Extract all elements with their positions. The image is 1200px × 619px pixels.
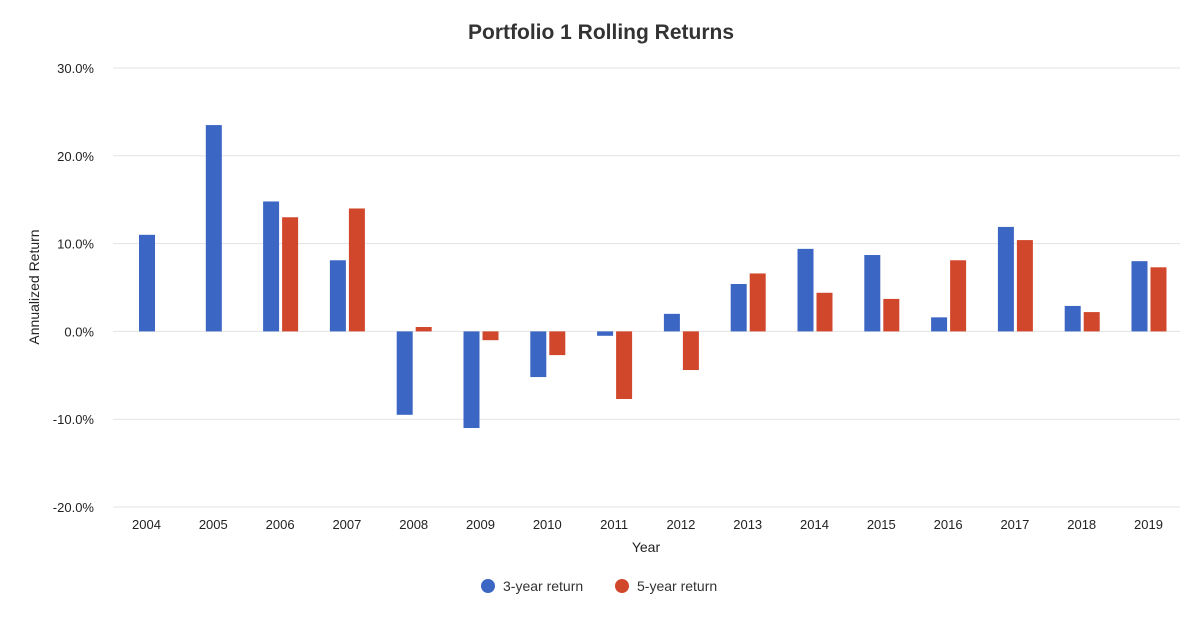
bar-3yr-2015 <box>864 255 881 332</box>
bar-3yr-2004 <box>139 234 155 332</box>
x-tick-label: 2019 <box>1134 517 1163 532</box>
bar-5yr-2019 <box>1150 267 1167 332</box>
legend-label: 5-year return <box>637 578 717 594</box>
chart-title: Portfolio 1 Rolling Returns <box>468 21 734 44</box>
legend-swatch-icon <box>481 579 495 593</box>
bar-5yr-2006 <box>282 217 299 332</box>
x-tick-label: 2008 <box>399 517 428 532</box>
y-tick-label: -10.0% <box>53 412 95 427</box>
bar-5yr-2011 <box>616 331 633 400</box>
bar-3yr-2007 <box>329 260 346 332</box>
x-tick-label: 2009 <box>466 517 495 532</box>
x-tick-label: 2017 <box>1000 517 1029 532</box>
bar-3yr-2014 <box>797 248 814 332</box>
bars <box>139 125 1167 428</box>
x-tick-label: 2016 <box>934 517 963 532</box>
y-tick-label: -20.0% <box>53 500 95 515</box>
x-axis-ticks: 2004 2005 2006 2007 2008 2009 2010 2011 2012 2013… <box>132 517 1163 532</box>
y-tick-label: 20.0% <box>57 149 94 164</box>
bar-5yr-2013 <box>749 273 766 332</box>
y-axis-label: Annualized Return <box>26 229 42 344</box>
y-tick-label: 0.0% <box>64 324 94 339</box>
x-tick-label: 2011 <box>600 517 628 532</box>
y-tick-label: 10.0% <box>57 237 94 252</box>
x-tick-label: 2010 <box>533 517 562 532</box>
x-tick-label: 2012 <box>666 517 695 532</box>
bar-3yr-2008 <box>396 331 413 415</box>
x-tick-label: 2015 <box>867 517 896 532</box>
bar-5yr-2016 <box>950 260 967 332</box>
x-tick-label: 2005 <box>199 517 228 532</box>
bar-3yr-2006 <box>263 201 280 332</box>
x-tick-label: 2013 <box>733 517 762 532</box>
legend-item-5yr[interactable]: 5-year return <box>615 578 717 594</box>
bar-3yr-2018 <box>1064 305 1081 332</box>
bar-3yr-2005 <box>205 125 222 332</box>
y-tick-label: 30.0% <box>57 61 94 76</box>
legend: 3-year return 5-year return <box>481 578 717 594</box>
bar-5yr-2009 <box>482 331 499 341</box>
bar-5yr-2008 <box>415 327 432 332</box>
bar-5yr-2014 <box>816 292 833 332</box>
legend-item-3yr[interactable]: 3-year return <box>481 578 583 594</box>
x-tick-label: 2014 <box>800 517 829 532</box>
bar-5yr-2010 <box>549 331 566 356</box>
y-axis-ticks: 30.0% 20.0% 10.0% 0.0% -10.0% -20.0% <box>53 61 95 515</box>
bar-3yr-2016 <box>931 317 948 332</box>
x-axis-label: Year <box>632 539 661 555</box>
x-tick-label: 2018 <box>1067 517 1096 532</box>
bar-3yr-2017 <box>997 226 1014 332</box>
x-tick-label: 2006 <box>266 517 295 532</box>
bar-3yr-2010 <box>530 331 547 378</box>
bar-3yr-2013 <box>730 283 747 332</box>
bar-3yr-2019 <box>1131 261 1148 332</box>
bar-3yr-2012 <box>663 313 680 332</box>
bar-5yr-2017 <box>1016 240 1033 332</box>
legend-swatch-icon <box>615 579 629 593</box>
bar-3yr-2009 <box>463 331 480 428</box>
bar-5yr-2018 <box>1083 312 1100 332</box>
bar-3yr-2011 <box>597 331 614 336</box>
x-tick-label: 2007 <box>332 517 361 532</box>
legend-label: 3-year return <box>503 578 583 594</box>
bar-5yr-2007 <box>348 208 365 332</box>
bar-5yr-2012 <box>682 331 699 371</box>
x-tick-label: 2004 <box>132 517 161 532</box>
bar-5yr-2015 <box>883 298 900 332</box>
